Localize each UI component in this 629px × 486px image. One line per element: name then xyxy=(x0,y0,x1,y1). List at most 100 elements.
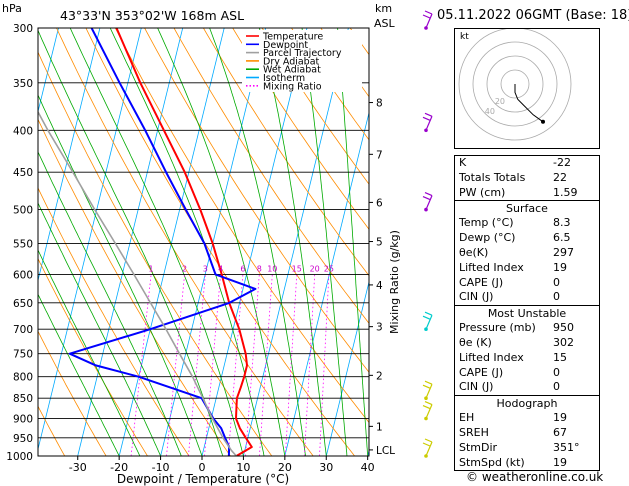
x-axis-label: Dewpoint / Temperature (°C) xyxy=(117,472,289,486)
wind-barb-staff xyxy=(425,116,433,131)
wind-barb-feather xyxy=(424,10,433,15)
index-label: Lifted Index xyxy=(459,350,524,364)
pressure-tick-label: 300 xyxy=(13,23,33,35)
wet-adiabat-line xyxy=(109,28,265,456)
index-value: 0 xyxy=(553,290,560,304)
wind-barb-feather xyxy=(424,192,433,197)
mixing-ratio-label: 4 xyxy=(218,264,223,273)
index-value: 15 xyxy=(553,350,567,364)
index-row: StmDir 351° xyxy=(455,441,599,456)
wind-barb-feather xyxy=(422,116,431,121)
isotherm-line xyxy=(38,28,59,114)
dry-adiabat-line xyxy=(38,405,66,456)
dry-adiabat-line xyxy=(261,28,369,185)
pressure-tick-label: 550 xyxy=(13,238,33,250)
pressure-tick-label: 800 xyxy=(13,372,33,384)
most-unstable-box: Most Unstable Pressure (mb) 950 θe (K) 302 L… xyxy=(454,305,600,397)
hodograph-ring-label: 20 xyxy=(495,97,505,106)
wind-barb xyxy=(422,438,433,458)
pressure-tick-label: 850 xyxy=(13,393,33,405)
height-tick-label: 4 xyxy=(376,280,383,292)
wind-barb xyxy=(422,380,433,401)
temperature-tick-label: 0 xyxy=(199,461,206,474)
index-label: StmDir xyxy=(459,440,498,454)
index-row: CAPE (J) 0 xyxy=(455,366,599,381)
index-value: 0 xyxy=(553,365,560,379)
pressure-tick-label: 1000 xyxy=(6,451,33,463)
index-value: -22 xyxy=(553,156,571,169)
dewpoint-line xyxy=(68,28,257,456)
wind-barb-feather xyxy=(424,438,433,443)
wind-barb xyxy=(422,311,433,332)
hpa-label: hPa xyxy=(2,2,22,15)
wind-barb-dot xyxy=(424,454,428,458)
hodograph-indices-box: Hodograph EH 19 SREH 67 StmDir 351° StmSpd (kt… xyxy=(454,395,600,472)
index-value: 1.59 xyxy=(553,185,578,199)
index-value: 19 xyxy=(553,260,567,274)
index-row: Temp (°C) 8.3 xyxy=(455,216,599,231)
parcel-trajectory-line xyxy=(38,110,237,456)
temperature-tick-label: 20 xyxy=(278,461,292,474)
pressure-tick-label: 950 xyxy=(13,433,33,445)
isotherm-line xyxy=(118,28,225,456)
index-value: 0 xyxy=(553,275,560,289)
mixing-ratio-label: 25 xyxy=(324,264,334,273)
height-tick-label: LCL xyxy=(376,445,395,457)
index-label: CAPE (J) xyxy=(459,365,504,379)
temperature-tick-label: -10 xyxy=(152,461,170,474)
hodograph-unit-label: kt xyxy=(460,32,469,42)
wind-barb-dot xyxy=(424,396,428,401)
index-label: Lifted Index xyxy=(459,260,524,274)
index-label: Pressure (mb) xyxy=(459,321,536,335)
pressure-tick-label: 600 xyxy=(13,269,33,281)
height-tick-label: 5 xyxy=(376,237,383,249)
index-row: K -22 xyxy=(455,156,599,171)
index-value: 297 xyxy=(553,245,574,259)
mixing-ratio-line xyxy=(304,274,316,456)
wind-barb-dot xyxy=(424,207,428,212)
isotherm-line xyxy=(284,111,369,456)
index-value: 6.5 xyxy=(553,231,571,245)
mixing-ratio-label: 10 xyxy=(267,264,277,273)
temperature-tick-label: 30 xyxy=(319,461,333,474)
index-row: CAPE (J) 0 xyxy=(455,276,599,291)
mixing-ratio-label: 15 xyxy=(292,264,302,273)
hodograph-trace xyxy=(514,84,544,123)
temperature-tick-label: -30 xyxy=(69,461,87,474)
wind-barb-dot xyxy=(424,128,428,133)
mixing-ratio-label: 2 xyxy=(182,264,187,273)
index-value: 19 xyxy=(553,411,567,425)
hodograph-endpoint xyxy=(541,119,545,124)
wind-barb-staff xyxy=(425,314,433,330)
most-unstable-title: Most Unstable xyxy=(487,307,567,321)
pressure-tick-label: 750 xyxy=(13,349,33,361)
wind-barb xyxy=(422,10,433,30)
hodograph-ring xyxy=(472,41,558,127)
temperature-line xyxy=(115,28,253,456)
hodograph-box-title: Hodograph xyxy=(496,397,558,411)
mixing-ratio-line xyxy=(166,274,185,456)
mixing-ratio-label: 8 xyxy=(257,264,262,273)
index-value: 22 xyxy=(553,170,567,184)
wind-barb-feather xyxy=(422,384,431,389)
wind-barb-staff xyxy=(425,195,433,210)
legend-label: Isotherm xyxy=(263,73,305,84)
pressure-tick-label: 450 xyxy=(13,167,33,179)
pressure-tick-label: 400 xyxy=(13,125,33,137)
index-value: 8.3 xyxy=(553,216,571,230)
dry-adiabat-line xyxy=(114,28,369,424)
index-label: Dewp (°C) xyxy=(459,231,516,245)
index-label: CIN (J) xyxy=(459,380,494,394)
wind-barb-feather xyxy=(424,112,433,117)
index-label: PW (cm) xyxy=(459,185,506,199)
index-label: θe (K) xyxy=(459,335,492,349)
index-label: K xyxy=(459,156,467,169)
index-row: CIN (J) 0 xyxy=(455,380,599,395)
legend-label: Dry Adiabat xyxy=(263,56,320,67)
index-row: CIN (J) 0 xyxy=(455,290,599,305)
wind-barb-staff xyxy=(425,404,433,419)
mixing-ratio-line xyxy=(188,274,206,456)
temperature-tick-label: 40 xyxy=(361,461,375,474)
mixing-ratio-label: 1 xyxy=(149,264,154,273)
